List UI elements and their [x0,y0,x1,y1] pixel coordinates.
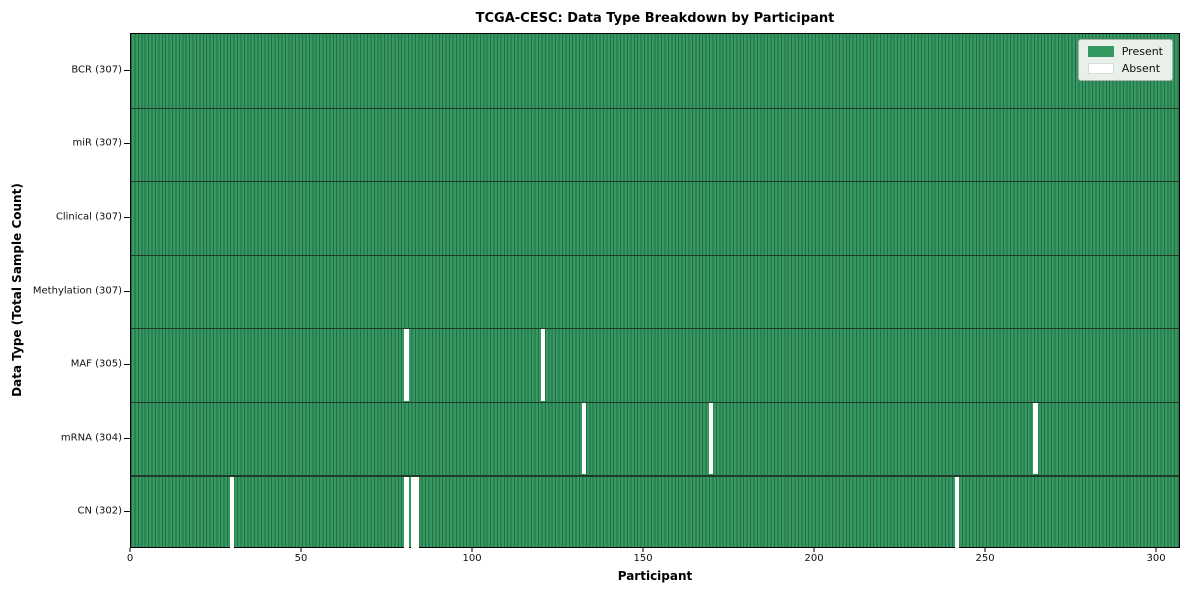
y-tick-mark [124,290,130,292]
absent-gap [404,476,409,548]
legend-item-present: Present [1087,45,1163,58]
x-tick-mark [129,548,131,552]
row-separator [131,181,1179,183]
absent-gap [229,476,235,548]
absent-gap [1033,403,1038,475]
row-separator [131,254,1179,256]
x-tick-label: 50 [294,553,308,564]
y-tick-mark [124,511,130,513]
x-tick-label: 200 [804,553,824,564]
row-separator [131,107,1179,109]
absent-swatch [1087,63,1114,74]
x-tick-mark [471,548,473,552]
absent-gap [410,476,416,548]
y-tick-label: mRNA (304) [60,432,122,444]
x-tick-mark [1155,548,1157,552]
absent-gap [540,329,546,401]
legend-label-present: Present [1121,45,1163,58]
y-tick-label: miR (307) [72,137,122,149]
x-tick-mark [813,548,815,552]
absent-gap [404,329,409,401]
y-tick-mark [124,364,130,366]
x-tick-label: 150 [633,553,653,564]
x-tick-mark [642,548,644,552]
row-separator [131,475,1179,477]
x-tick-mark [984,548,986,552]
x-axis-label: Participant [617,569,693,583]
y-tick-label: BCR (307) [71,64,122,76]
y-tick-mark [124,143,130,145]
y-tick-mark [124,69,130,71]
absent-gap [954,476,960,548]
absent-gap [581,403,587,475]
y-tick-mark [124,437,130,439]
legend-label-absent: Absent [1121,62,1161,75]
legend-item-absent: Absent [1087,62,1163,75]
y-tick-label: MAF (305) [70,358,122,370]
y-tick-label: Methylation (307) [32,285,122,296]
x-tick-label: 250 [975,553,995,564]
y-tick-mark [124,216,130,218]
x-tick-label: 300 [1146,553,1166,564]
present-swatch [1087,46,1114,57]
chart-title: TCGA-CESC: Data Type Breakdown by Partic… [475,11,835,26]
row-separator [131,401,1179,404]
legend: Present Absent [1077,39,1173,81]
y-tick-label: Clinical (307) [55,211,122,223]
x-tick-mark [300,548,302,552]
row-separator [131,328,1179,330]
absent-gap [708,403,713,475]
x-tick-label: 0 [126,553,134,564]
y-tick-label: CN (302) [77,505,122,517]
plot-area: Present Absent [130,33,1180,548]
absent-gap [414,476,419,548]
x-tick-label: 100 [462,553,482,564]
